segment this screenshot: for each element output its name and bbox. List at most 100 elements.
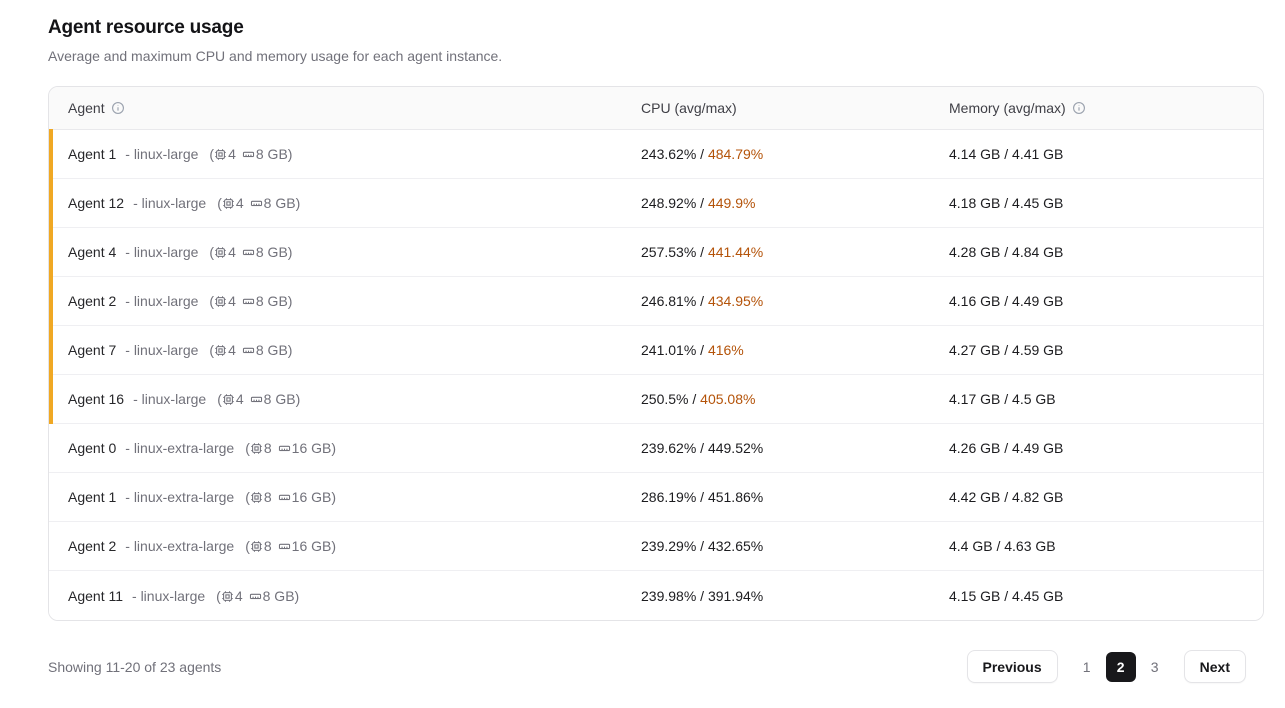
agent-instance-type: - linux-extra-large bbox=[125, 489, 235, 505]
memory-usage-cell: 4.26 GB / 4.49 GB bbox=[949, 440, 1064, 456]
cpu-icon bbox=[250, 489, 264, 505]
memory-usage-cell: 4.4 GB / 4.63 GB bbox=[949, 538, 1056, 554]
agent-specs: ( 4 8 GB) bbox=[209, 342, 293, 358]
cpu-count: 4 bbox=[234, 587, 243, 604]
cpu-count: 8 bbox=[263, 440, 272, 456]
column-header-agent: Agent bbox=[49, 100, 641, 116]
agent-instance-type: - linux-extra-large bbox=[125, 440, 235, 456]
cpu-count: 4 bbox=[228, 342, 236, 358]
previous-button[interactable]: Previous bbox=[966, 650, 1058, 683]
cpu-usage-cell: 239.29% / 432.65% bbox=[641, 538, 764, 554]
table-row: Agent 0 - linux-extra-large ( 8 16 GB) 239.… bbox=[49, 424, 1263, 473]
info-icon[interactable] bbox=[1072, 101, 1086, 115]
ram-size: 8 GB bbox=[255, 293, 288, 309]
page-title: Agent resource usage bbox=[48, 17, 244, 38]
table-row: Agent 4 - linux-large ( 4 8 GB) 257.53% / 4… bbox=[49, 227, 1263, 277]
memory-usage-cell: 4.42 GB / 4.82 GB bbox=[949, 489, 1064, 505]
agent-name: Agent 0 bbox=[68, 440, 117, 456]
agent-specs: ( 4 8 GB) bbox=[209, 146, 293, 162]
column-header-cpu: CPU (avg/max) bbox=[641, 100, 949, 116]
agent-specs: ( 8 16 GB) bbox=[245, 440, 337, 456]
agent-cell: Agent 2 - linux-extra-large ( 8 16 GB) bbox=[49, 538, 641, 554]
memory-icon bbox=[278, 489, 292, 505]
memory-icon bbox=[278, 440, 292, 456]
memory-icon bbox=[242, 293, 256, 309]
cpu-usage-cell: 239.62% / 449.52% bbox=[641, 440, 764, 456]
agent-name: Agent 2 bbox=[68, 538, 117, 554]
agent-cell: Agent 11 - linux-large ( 4 8 GB) bbox=[49, 588, 641, 604]
ram-size: 8 GB bbox=[263, 195, 296, 211]
agent-name: Agent 4 bbox=[68, 244, 117, 260]
cpu-max-value: 432.65% bbox=[707, 538, 764, 554]
cpu-avg-value: 239.98% bbox=[641, 587, 697, 604]
agent-specs: ( 4 8 GB) bbox=[217, 195, 301, 211]
column-header-memory: Memory (avg/max) bbox=[949, 100, 1263, 116]
cpu-icon bbox=[214, 342, 228, 358]
memory-icon bbox=[242, 146, 256, 162]
agent-instance-type: - linux-large bbox=[133, 391, 207, 407]
memory-usage-cell: 4.28 GB / 4.84 GB bbox=[949, 244, 1064, 260]
cpu-count: 4 bbox=[235, 195, 244, 211]
agent-instance-type: - linux-extra-large bbox=[125, 538, 235, 554]
cpu-avg-value: 257.53% bbox=[641, 244, 697, 260]
ram-size: 8 GB bbox=[255, 146, 288, 162]
results-summary: Showing 11-20 of 23 agents bbox=[48, 658, 222, 675]
cpu-avg-value: 248.92% bbox=[641, 195, 697, 211]
memory-usage-cell: 4.16 GB / 4.49 GB bbox=[949, 293, 1064, 309]
page-number-button-1[interactable]: 1 bbox=[1072, 652, 1102, 682]
cpu-avg-value: 250.5% bbox=[641, 391, 689, 407]
table-row: Agent 16 - linux-large ( 4 8 GB) 250.5% / 4… bbox=[49, 374, 1263, 424]
cpu-avg-value: 246.81% bbox=[641, 293, 697, 309]
ram-size: 8 GB bbox=[255, 244, 288, 260]
cpu-usage-cell: 286.19% / 451.86% bbox=[641, 489, 764, 505]
agent-cell: Agent 1 - linux-extra-large ( 8 16 GB) bbox=[49, 489, 641, 505]
table-row: Agent 12 - linux-large ( 4 8 GB) 248.92% / … bbox=[49, 178, 1263, 228]
table-header-row: Agent CPU (avg/max) Memory (avg/max) bbox=[49, 87, 1263, 130]
info-icon[interactable] bbox=[111, 101, 125, 115]
cpu-max-value: 434.95% bbox=[707, 293, 764, 309]
cpu-max-value: 441.44% bbox=[707, 244, 764, 260]
column-header-memory-label: Memory (avg/max) bbox=[949, 100, 1066, 116]
cpu-icon bbox=[221, 588, 235, 604]
memory-icon bbox=[250, 195, 264, 211]
page-number-button-3[interactable]: 3 bbox=[1140, 652, 1170, 682]
cpu-count: 8 bbox=[263, 489, 272, 505]
cpu-max-value: 416% bbox=[707, 342, 744, 358]
agent-specs: ( 4 8 GB) bbox=[209, 293, 293, 309]
ram-size: 8 GB bbox=[255, 342, 288, 358]
table-row: Agent 1 - linux-extra-large ( 8 16 GB) 286.… bbox=[49, 473, 1263, 522]
cpu-avg-value: 241.01% bbox=[641, 342, 697, 358]
cpu-avg-value: 239.62% bbox=[641, 440, 697, 456]
cpu-icon bbox=[214, 244, 228, 260]
memory-usage-cell: 4.17 GB / 4.5 GB bbox=[949, 391, 1056, 407]
cpu-max-value: 449.9% bbox=[707, 195, 756, 211]
memory-usage-cell: 4.14 GB / 4.41 GB bbox=[949, 146, 1064, 162]
agent-cell: Agent 12 - linux-large ( 4 8 GB) bbox=[49, 195, 641, 211]
agent-instance-type: - linux-large bbox=[132, 587, 206, 604]
agent-cell: Agent 2 - linux-large ( 4 8 GB) bbox=[49, 293, 641, 309]
agent-specs: ( 4 8 GB) bbox=[217, 391, 301, 407]
ram-size: 8 GB bbox=[263, 391, 296, 407]
cpu-usage-cell: 248.92% / 449.9% bbox=[641, 195, 756, 211]
agent-cell: Agent 16 - linux-large ( 4 8 GB) bbox=[49, 391, 641, 407]
memory-usage-cell: 4.15 GB / 4.45 GB bbox=[949, 587, 1064, 604]
agent-specs: ( 4 8 GB) bbox=[216, 587, 300, 604]
cpu-max-value: 484.79% bbox=[707, 146, 764, 162]
agent-instance-type: - linux-large bbox=[125, 146, 199, 162]
memory-icon bbox=[249, 588, 263, 604]
cpu-max-value: 449.52% bbox=[707, 440, 764, 456]
agent-name: Agent 11 bbox=[68, 587, 124, 604]
agent-cell: Agent 1 - linux-large ( 4 8 GB) bbox=[49, 146, 641, 162]
agent-usage-table: Agent CPU (avg/max) Memory (avg/max) bbox=[48, 86, 1264, 621]
agent-specs: ( 8 16 GB) bbox=[245, 489, 337, 505]
agent-cell: Agent 0 - linux-extra-large ( 8 16 GB) bbox=[49, 440, 641, 456]
cpu-usage-cell: 241.01% / 416% bbox=[641, 342, 744, 358]
cpu-icon bbox=[222, 391, 236, 407]
next-button[interactable]: Next bbox=[1183, 650, 1246, 683]
memory-icon bbox=[242, 342, 256, 358]
cpu-max-value: 391.94% bbox=[707, 587, 764, 604]
cpu-max-value: 451.86% bbox=[707, 489, 764, 505]
page-number-button-2[interactable]: 2 bbox=[1105, 651, 1136, 682]
cpu-avg-value: 243.62% bbox=[641, 146, 697, 162]
